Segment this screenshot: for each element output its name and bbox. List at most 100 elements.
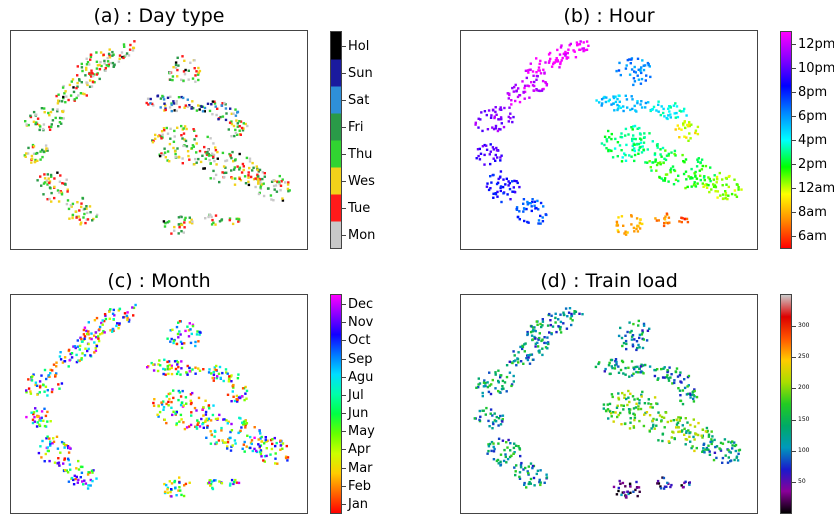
scatter-point	[575, 41, 579, 44]
scatter-point	[700, 168, 704, 171]
panel-a-title: (a) : Day type	[93, 5, 225, 27]
scatter-point	[90, 337, 93, 341]
scatter-point	[73, 474, 76, 477]
scatter-point	[494, 192, 497, 195]
scatter-point	[274, 184, 278, 187]
scatter-point	[245, 422, 248, 425]
scatter-point	[657, 482, 661, 485]
scatter-point	[284, 455, 288, 458]
scatter-point	[49, 444, 52, 447]
scatter-point	[160, 403, 164, 406]
scatter-point	[177, 389, 180, 393]
scatter-point	[488, 425, 491, 428]
scatter-point	[30, 411, 33, 414]
scatter-point	[82, 216, 85, 219]
colorbar-tick-label: Thu	[348, 147, 373, 162]
scatter-point	[642, 64, 645, 67]
scatter-point	[532, 328, 535, 332]
scatter-point	[162, 220, 166, 223]
scatter-point	[242, 443, 245, 446]
scatter-point	[262, 459, 265, 462]
scatter-point	[279, 184, 283, 187]
scatter-point	[221, 439, 224, 442]
scatter-point	[165, 395, 168, 398]
scatter-point	[532, 89, 536, 92]
scatter-point	[79, 465, 83, 468]
scatter-point	[209, 483, 213, 486]
point-cluster	[505, 336, 550, 367]
scatter-point	[45, 377, 48, 381]
scatter-point	[634, 406, 638, 409]
scatter-point	[209, 162, 212, 165]
scatter-point	[244, 182, 248, 185]
scatter-point	[80, 81, 83, 84]
scatter-point	[499, 186, 502, 189]
scatter-point	[40, 456, 43, 459]
scatter-point	[242, 420, 246, 423]
scatter-point	[153, 398, 156, 401]
point-cluster	[226, 383, 249, 403]
scatter-point	[622, 404, 625, 407]
scatter-point	[84, 74, 87, 77]
scatter-point	[55, 361, 58, 364]
scatter-point	[528, 481, 531, 484]
scatter-point	[541, 338, 544, 341]
scatter-point	[80, 358, 83, 361]
scatter-point	[713, 438, 716, 442]
scatter-point	[496, 129, 500, 133]
scatter-point	[702, 447, 705, 450]
scatter-point	[652, 423, 655, 427]
scatter-point	[550, 332, 553, 336]
scatter-point	[505, 390, 508, 393]
scatter-point	[499, 128, 502, 131]
scatter-point	[58, 180, 62, 183]
scatter-point	[68, 83, 72, 87]
scatter-point	[625, 397, 628, 401]
scatter-point	[684, 480, 687, 483]
scatter-point	[52, 440, 56, 443]
scatter-point	[608, 149, 612, 152]
point-cluster	[474, 106, 515, 133]
scatter-point	[63, 457, 66, 460]
scatter-point	[610, 415, 613, 418]
scatter-point	[621, 481, 625, 485]
scatter-point	[212, 379, 215, 382]
scatter-point	[254, 449, 258, 453]
scatter-point	[544, 61, 547, 64]
scatter-point	[653, 374, 657, 378]
colorbar-tick-mark	[342, 100, 346, 101]
scatter-point	[166, 486, 170, 490]
colorbar-tick-label: Wes	[348, 174, 375, 189]
scatter-point	[607, 99, 610, 103]
scatter-point	[58, 387, 61, 390]
scatter-point	[172, 396, 175, 400]
scatter-point	[503, 448, 506, 452]
scatter-point	[549, 57, 552, 61]
scatter-point	[546, 341, 550, 344]
scatter-point	[245, 445, 248, 448]
point-cluster	[702, 438, 742, 464]
scatter-point	[654, 217, 657, 220]
scatter-point	[191, 391, 194, 395]
scatter-point	[63, 458, 66, 462]
scatter-point	[616, 224, 620, 227]
scatter-point	[168, 363, 171, 367]
scatter-point	[89, 211, 92, 214]
scatter-point	[526, 84, 529, 87]
scatter-point	[157, 405, 160, 408]
scatter-point	[242, 122, 245, 125]
scatter-point	[172, 341, 175, 345]
scatter-point	[700, 158, 704, 161]
scatter-point	[33, 160, 37, 163]
scatter-point	[237, 481, 241, 485]
scatter-point	[477, 126, 480, 129]
scatter-point	[237, 373, 240, 376]
scatter-point	[616, 103, 619, 107]
scatter-point	[57, 461, 61, 464]
scatter-point	[200, 105, 203, 108]
scatter-point	[527, 356, 530, 359]
scatter-point	[527, 473, 530, 476]
scatter-point	[514, 359, 517, 362]
scatter-point	[191, 77, 195, 80]
scatter-point	[486, 182, 489, 185]
